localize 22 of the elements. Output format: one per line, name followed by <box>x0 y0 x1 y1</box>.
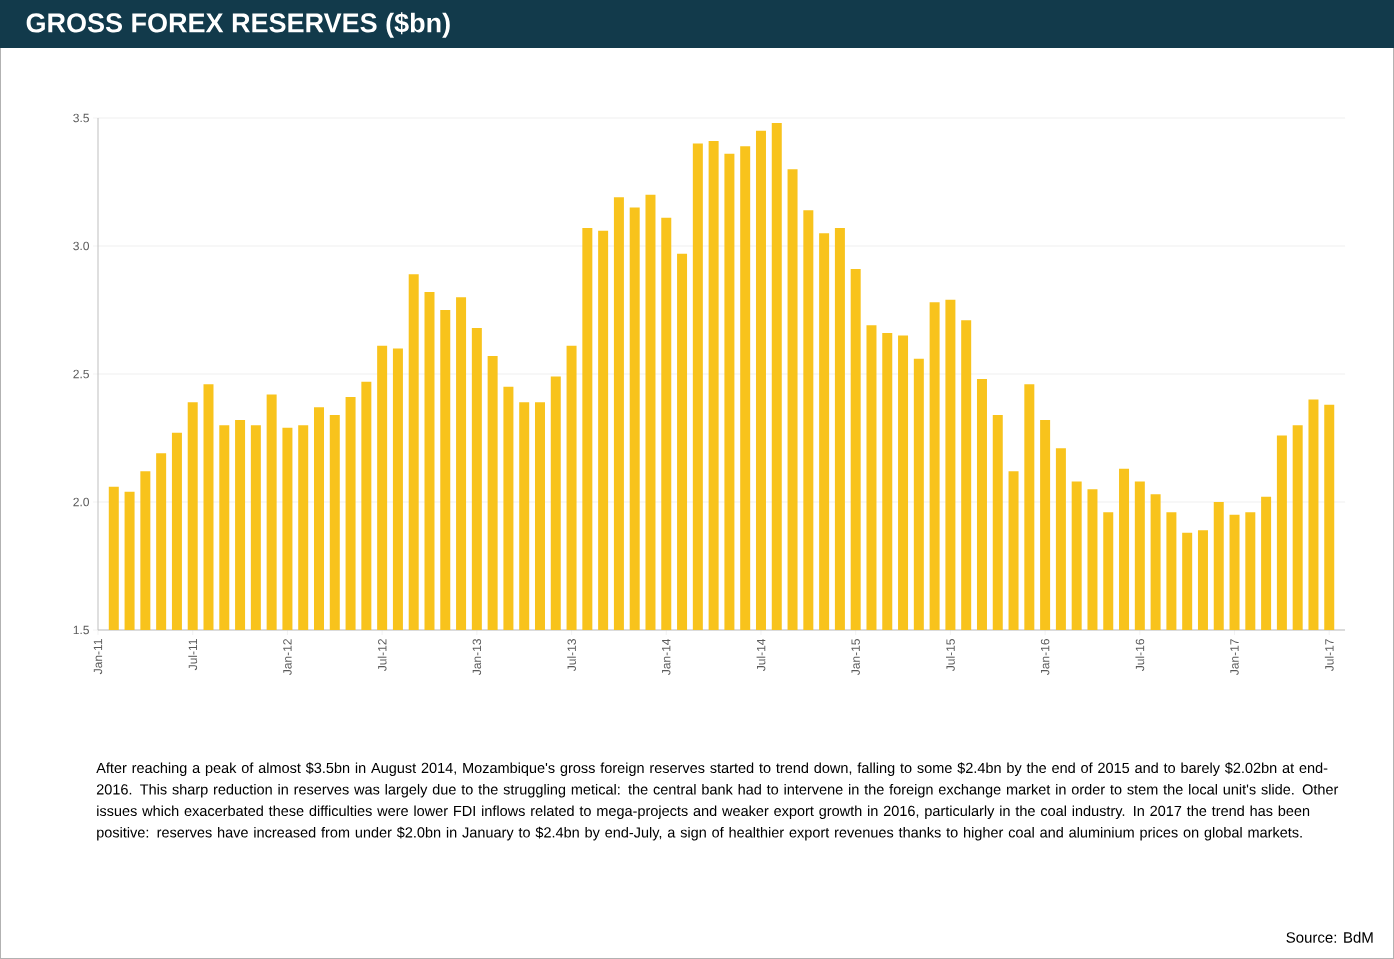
x-tick-label: Jul-12 <box>377 639 387 672</box>
y-tick-label: 2.5 <box>73 369 89 379</box>
y-tick-label: 3.0 <box>73 241 90 251</box>
x-tick-label: Jan-11 <box>93 639 103 675</box>
chart-title: GROSS FOREX RESERVES ($bn) <box>26 12 450 38</box>
x-tick-label: Jul-15 <box>946 639 955 672</box>
text: After reaching a peak of almost $3.5bn in August 2014, Mozambique's gross foreign reserves started to trend down, falling to some $2.4bn by the end of 2015 and to barely $2.02bn at end-2016. This sharp reduction in reserves was largely due to the struggling metical: the central bank had to intervene in the foreign exchange market in order to stem the local unit's slide. Other issues which exacerbated these difficulties were lower FDI inflows related to mega-projects and weaker export growth in 2016, particularly in the coal industry. In 2017 the trend has been positive: reserves have increased from under $2.0bn in January to $2.4bn by end-July, a sign of healthier export revenues thanks to higher coal and aluminium prices on global markets. <box>96 762 1339 841</box>
x-tick-label: Jan-14 <box>662 638 671 676</box>
x-tick-label: Jul-13 <box>567 639 576 672</box>
y-tick-label: 2.0 <box>73 497 90 507</box>
source-note: Source: BdM <box>1286 931 1373 943</box>
x-tick-label: Jan-16 <box>1040 639 1050 676</box>
x-tick-label: Jan-12 <box>283 639 292 676</box>
x-tick-label: Jan-17 <box>1230 639 1239 676</box>
x-tick-label: Jan-15 <box>851 639 860 676</box>
x-tick-label: Jul-17 <box>1324 639 1334 672</box>
x-tick-label: Jul-16 <box>1135 639 1145 672</box>
x-tick-label: Jul-14 <box>756 638 766 672</box>
y-tick-label: 1.5 <box>73 625 89 635</box>
x-tick-label: Jul-11 <box>188 639 198 671</box>
y-tick-label: 3.5 <box>73 113 89 123</box>
x-tick-label: Jan-13 <box>472 639 482 676</box>
